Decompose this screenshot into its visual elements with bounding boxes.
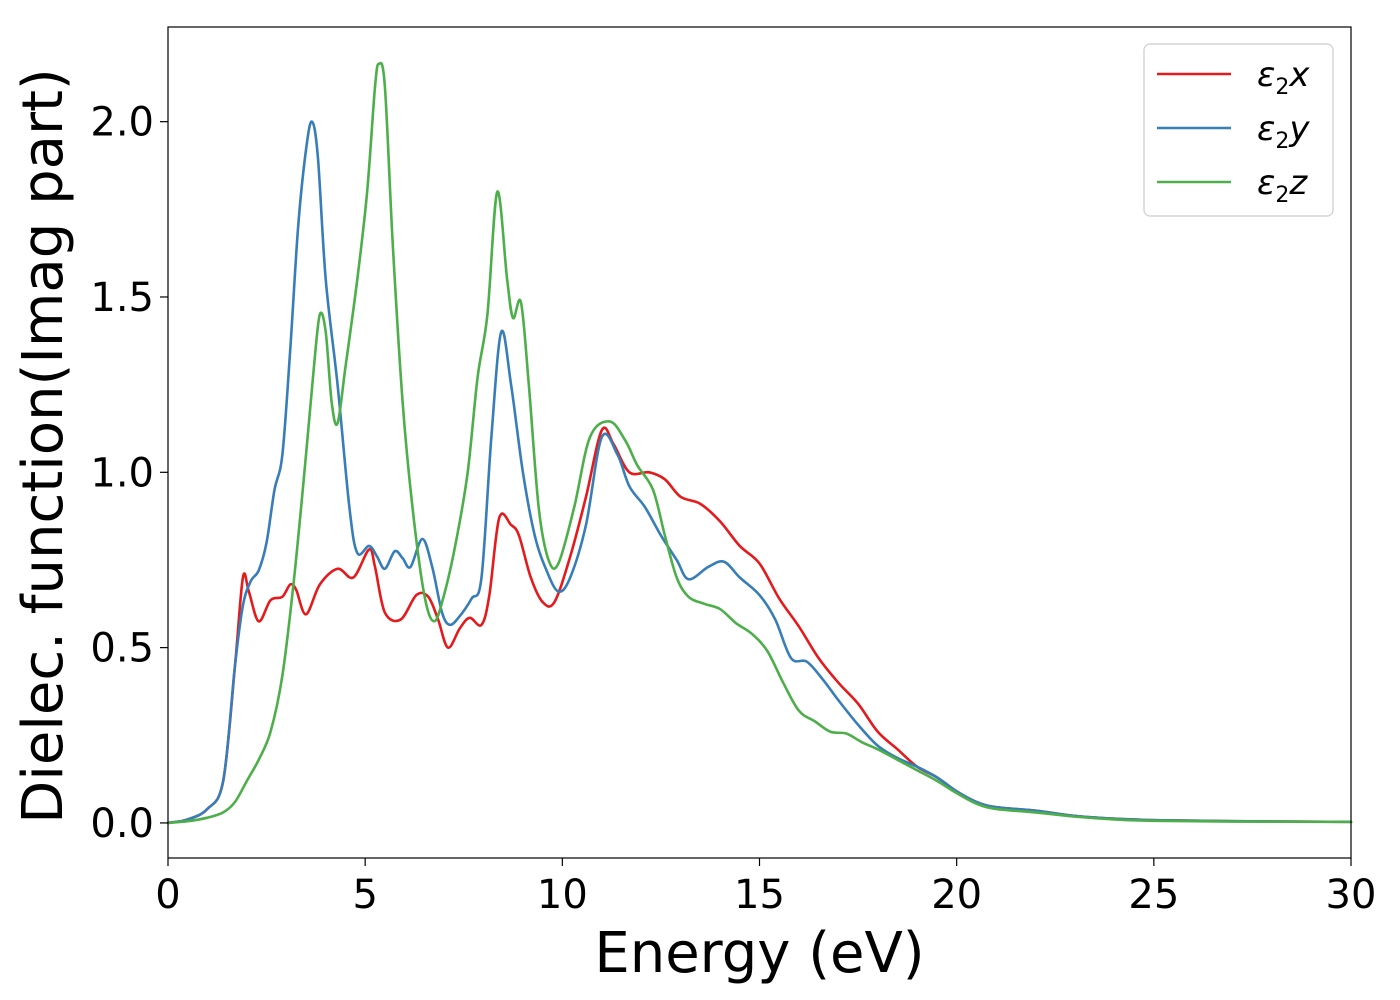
legend-label-z: ε2z xyxy=(1257,163,1308,208)
y-tick-label: 2.0 xyxy=(90,100,154,146)
series-line-z xyxy=(166,61,1353,825)
y-tick-label: 1.5 xyxy=(90,275,154,321)
y-axis-title: Dielec. function(Imag part) xyxy=(11,68,76,824)
y-axis: 0.0 0.5 1.0 1.5 2.0 xyxy=(90,100,168,847)
x-tick-label: 25 xyxy=(1128,872,1179,918)
y-tick-label: 0.0 xyxy=(90,801,154,847)
series-line-y xyxy=(166,120,1353,825)
x-tick-label: 20 xyxy=(931,872,982,918)
y-tick-label: 1.0 xyxy=(90,450,154,496)
x-axis: 0 5 10 15 20 25 30 xyxy=(155,858,1376,918)
x-tick-label: 10 xyxy=(537,872,588,918)
y-tick-label: 0.5 xyxy=(90,626,154,672)
x-tick-label: 30 xyxy=(1326,872,1377,918)
series-line-x xyxy=(166,426,1353,825)
legend-frame xyxy=(1143,43,1334,217)
x-tick-label: 5 xyxy=(352,872,377,918)
legend-label-x: ε2x xyxy=(1257,55,1310,100)
x-tick-label: 0 xyxy=(155,872,180,918)
x-axis-title: Energy (eV) xyxy=(594,921,924,986)
series-layer xyxy=(166,61,1353,825)
x-tick-label: 15 xyxy=(734,872,785,918)
legend: ε2x ε2y ε2z xyxy=(1143,43,1334,217)
legend-label-y: ε2y xyxy=(1257,109,1310,154)
